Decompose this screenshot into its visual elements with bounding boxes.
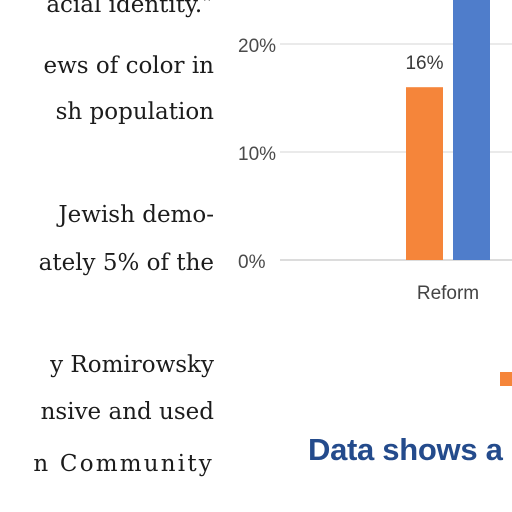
- article-line: sh population: [55, 99, 214, 125]
- article-text-column: acial identity.” ews of color in sh popu…: [0, 0, 214, 512]
- y-tick-label: 20%: [238, 36, 276, 57]
- article-line: y Romirowsky: [50, 352, 214, 378]
- article-line: ews of color in: [43, 53, 215, 79]
- chart-caption: Data shows a: [308, 432, 503, 467]
- category-label: Reform: [417, 283, 479, 304]
- bar-chart: 0% 10% 20% 16% Reform: [238, 0, 512, 304]
- article-line: acial identity.”: [46, 0, 214, 18]
- bar-blue: [453, 0, 490, 260]
- article-line: Jewish demo-: [58, 202, 214, 228]
- bar-orange: [406, 87, 443, 260]
- y-tick-label: 0%: [238, 252, 266, 273]
- article-line: nsive and used: [40, 399, 214, 425]
- data-label: 16%: [405, 53, 443, 74]
- article-line: ately 5% of the: [38, 250, 214, 276]
- chart-panel: 0% 10% 20% 16% Reform Data shows a: [232, 0, 512, 512]
- legend-swatch: [500, 372, 512, 386]
- article-line: n Community: [33, 451, 214, 477]
- y-tick-label: 10%: [238, 144, 276, 165]
